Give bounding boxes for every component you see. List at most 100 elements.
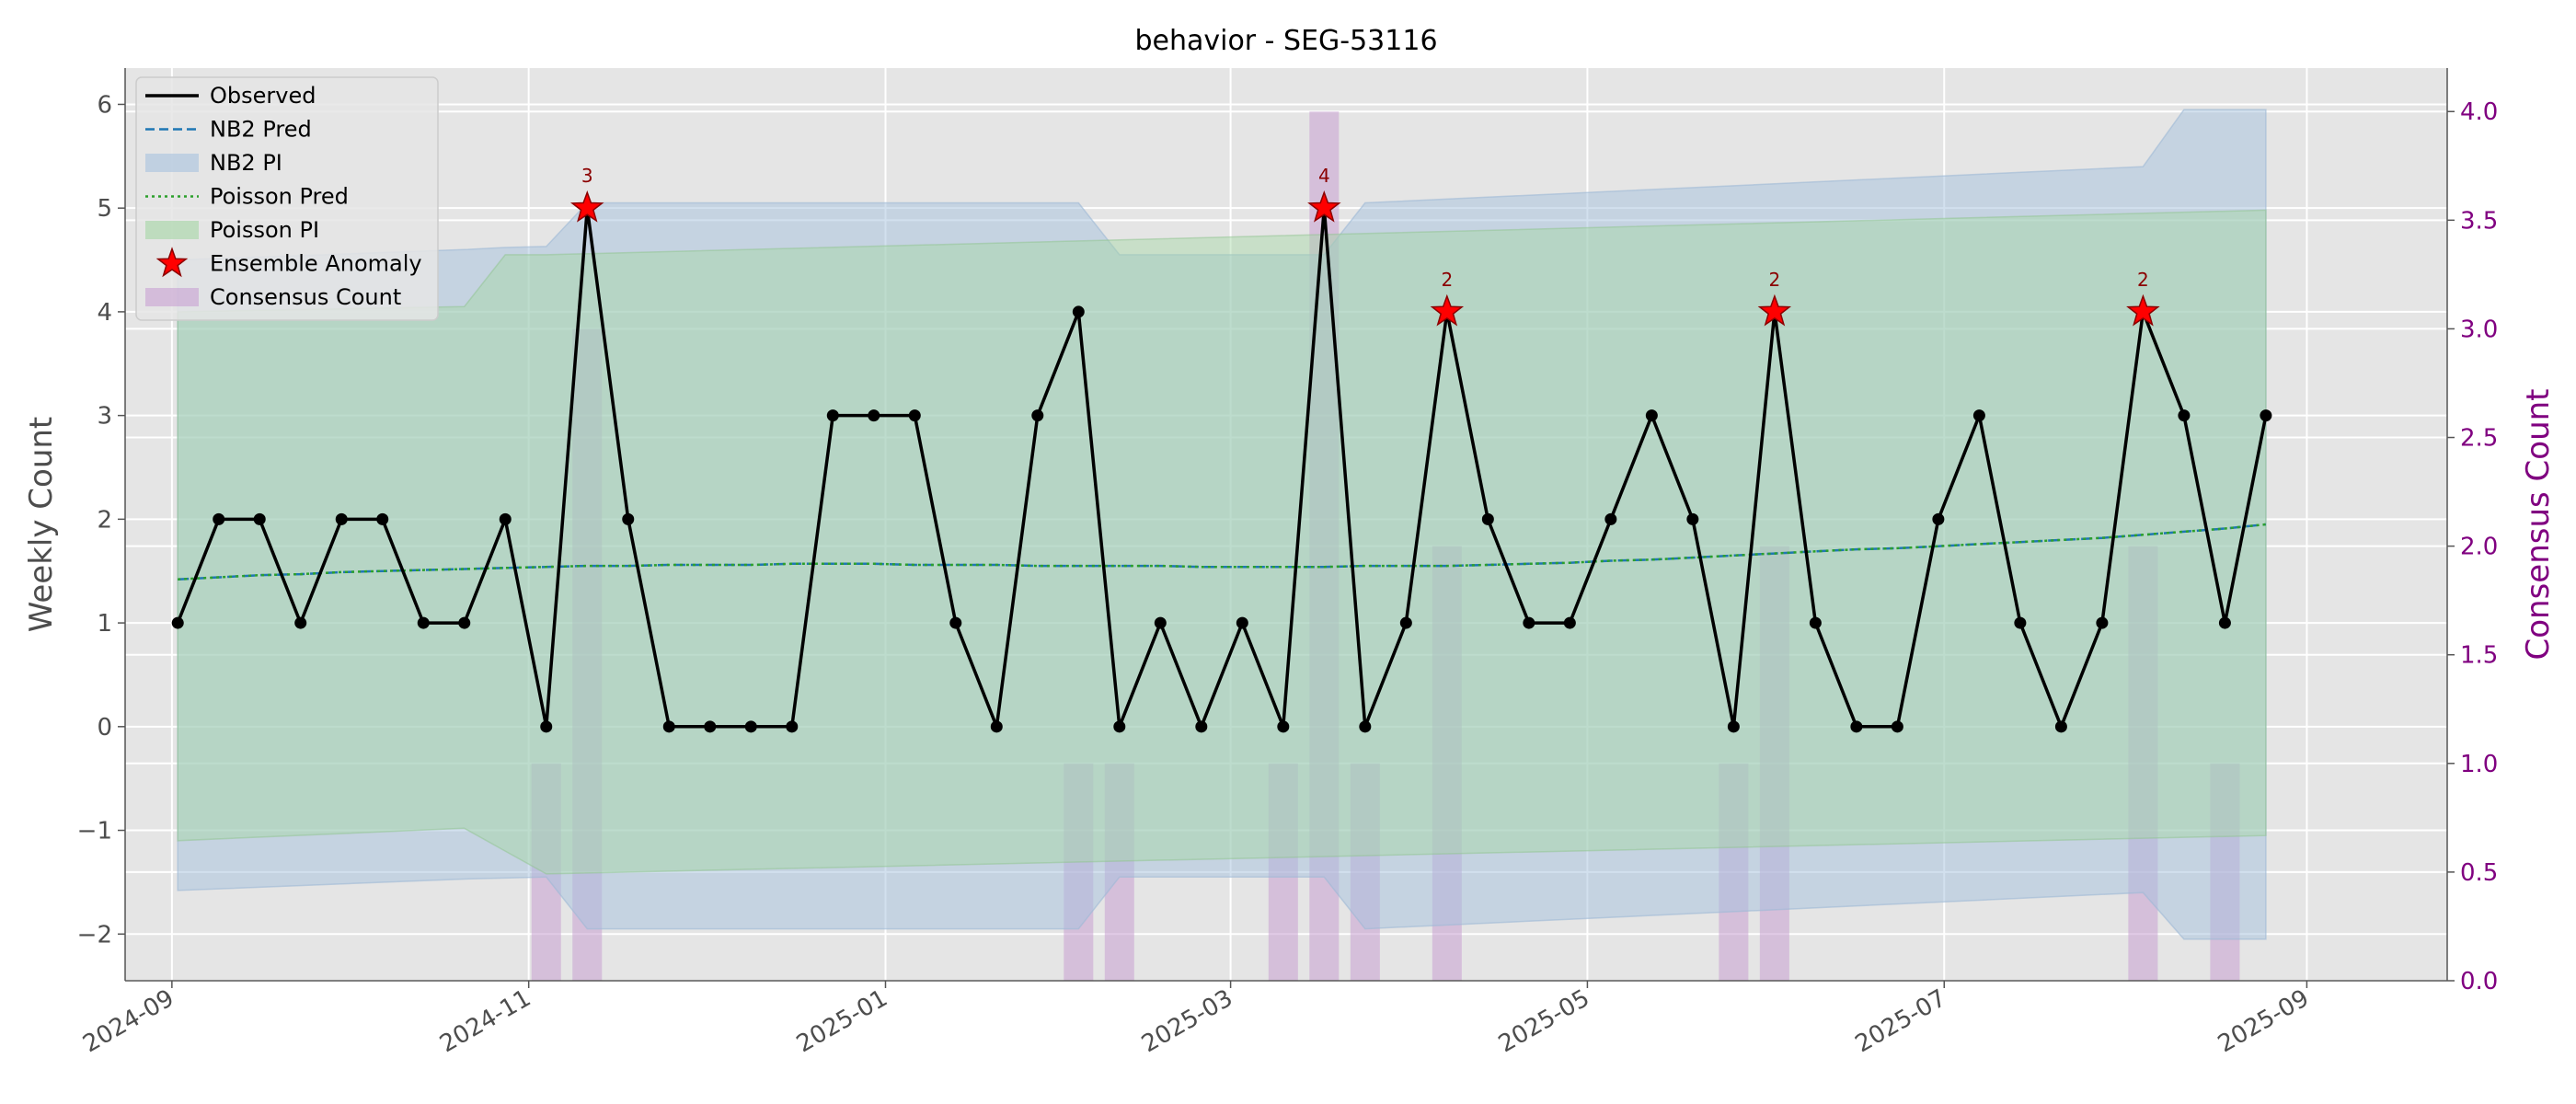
observed-point	[294, 616, 307, 629]
x-tick-label: 2025-03	[1137, 984, 1237, 1058]
chart-title: behavior - SEG-53116	[1134, 25, 1437, 57]
legend-label: Ensemble Anomaly	[210, 251, 422, 277]
observed-point	[1972, 409, 1985, 422]
poisson-pred-line	[178, 523, 2267, 581]
y-axis-label: Weekly Count	[23, 417, 60, 633]
observed-point	[704, 720, 717, 733]
legend-label: NB2 PI	[210, 150, 282, 176]
anomaly-star	[1757, 293, 1792, 327]
prediction-lines	[178, 523, 2267, 581]
y-tick-label-right: 1.5	[2460, 642, 2498, 670]
anomaly-star	[1307, 190, 1341, 223]
observed-point	[1850, 720, 1863, 733]
legend-label: Observed	[210, 83, 316, 109]
observed-point	[499, 512, 512, 525]
observed-point	[1195, 720, 1208, 733]
y-tick-label: 2	[97, 506, 112, 534]
y-tick-label: 3	[97, 403, 112, 431]
legend-label: Consensus Count	[210, 284, 401, 310]
observed-point	[786, 720, 799, 733]
observed-point	[213, 512, 225, 525]
observed-point	[1359, 720, 1372, 733]
y-tick-label: 5	[97, 195, 112, 223]
observed-point	[1891, 720, 1903, 733]
y-tick-label-right: 0.0	[2460, 968, 2498, 995]
observed-point	[253, 512, 266, 525]
observed-point	[2260, 409, 2272, 422]
observed-point	[1236, 616, 1248, 629]
observed-point	[2096, 616, 2109, 629]
anomaly-star	[570, 190, 604, 223]
y-tick-label-right: 1.0	[2460, 751, 2498, 778]
y-tick-label: −2	[77, 921, 112, 949]
observed-point	[171, 616, 184, 629]
observed-point	[1399, 616, 1412, 629]
y-tick-label-right: 0.5	[2460, 859, 2498, 887]
poisson-pi-band	[177, 209, 2267, 875]
observed-point	[1932, 512, 1945, 525]
y-tick-label-right: 3.0	[2460, 316, 2498, 343]
observed-point	[908, 409, 921, 422]
prediction-intervals	[177, 109, 2267, 940]
legend-swatch-anomaly	[155, 247, 189, 278]
anomaly-label: 4	[1318, 165, 1330, 187]
anomaly-star	[2126, 293, 2160, 327]
observed-point	[990, 720, 1003, 733]
observed-line	[176, 206, 2268, 729]
observed-point	[1645, 409, 1658, 422]
anomaly-star	[1430, 293, 1465, 327]
legend-label: Poisson PI	[210, 217, 319, 243]
observed-point	[2218, 616, 2231, 629]
observed-point	[1113, 720, 1126, 733]
y-tick-label: 6	[97, 91, 112, 119]
observed-point	[662, 720, 675, 733]
x-tick-label: 2025-05	[1494, 984, 1594, 1058]
y-tick-label: 1	[97, 610, 112, 638]
observed-point	[622, 512, 635, 525]
legend-swatch-nb2-pi	[145, 154, 199, 172]
observed-point	[744, 720, 757, 733]
y-tick-label-right: 3.5	[2460, 207, 2498, 235]
observed-point	[2178, 409, 2191, 422]
observed-point	[1604, 512, 1617, 525]
legend-label: NB2 Pred	[210, 117, 312, 143]
observed-point	[1686, 512, 1699, 525]
observed-point	[458, 616, 471, 629]
observed-point	[1727, 720, 1740, 733]
y-tick-label: 4	[97, 299, 112, 327]
anomaly-label: 2	[1768, 269, 1780, 291]
observed-point	[1481, 512, 1494, 525]
observed-point	[1072, 305, 1085, 318]
y-tick-label-right: 2.5	[2460, 425, 2498, 453]
anomaly-label: 3	[581, 165, 593, 187]
y-axis-right-label: Consensus Count	[2520, 388, 2557, 660]
observed-point	[376, 512, 389, 525]
y-tick-label: −1	[77, 818, 112, 845]
observed-point	[1523, 616, 1535, 629]
x-tick-label: 2024-11	[435, 984, 535, 1058]
observed-point	[1563, 616, 1576, 629]
legend-swatch-poisson-pi	[145, 221, 199, 239]
anomaly-label: 2	[2137, 269, 2149, 291]
anomaly-label: 2	[1441, 269, 1453, 291]
observed-point	[2014, 616, 2027, 629]
y-tick-label-right: 4.0	[2460, 98, 2498, 126]
anomaly-markers: 3 4 2 2 2	[570, 165, 2160, 327]
legend-swatch-consensus	[145, 288, 199, 306]
x-tick-label: 2024-09	[78, 984, 178, 1058]
x-tick-label: 2025-01	[792, 984, 892, 1058]
legend-box	[135, 76, 439, 321]
observed-point	[1277, 720, 1290, 733]
x-tick-label: 2025-09	[2214, 984, 2314, 1058]
observed-point	[335, 512, 348, 525]
x-tick-label: 2025-07	[1851, 984, 1951, 1058]
legend: Observed NB2 Pred NB2 PI Poisson Pred Poisso…	[135, 76, 439, 321]
observed-point	[540, 720, 553, 733]
y-tick-label: 0	[97, 714, 112, 742]
observed-point	[949, 616, 962, 629]
observed-point	[2054, 720, 2067, 733]
observed-point	[868, 409, 880, 422]
y-tick-label-right: 2.0	[2460, 534, 2498, 561]
observed-point	[1154, 616, 1167, 629]
